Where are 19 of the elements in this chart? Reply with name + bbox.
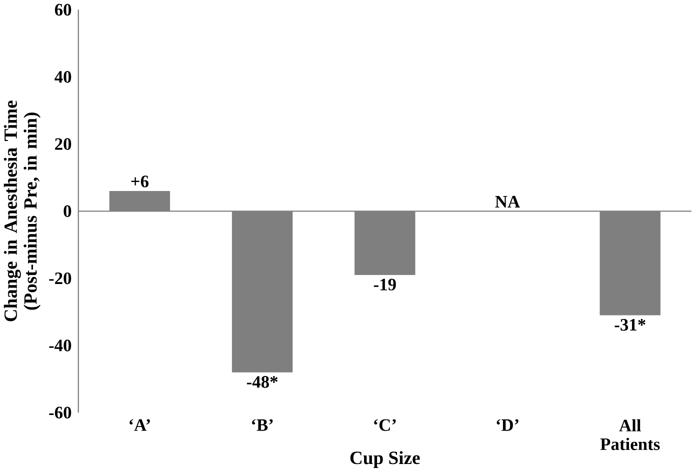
text: NA	[495, 196, 520, 208]
x-tick-label: ‘B’	[252, 419, 273, 431]
x-axis-title: Cup Size	[350, 451, 420, 468]
data-label: +6	[131, 176, 149, 188]
y-tick-label: -60	[49, 406, 72, 419]
y-axis-title: Change in Anesthesia Time (Post-minus Pre, in min)	[4, 100, 41, 322]
data-label: -31*	[614, 319, 646, 331]
y-tick-label: -40	[49, 340, 72, 352]
data-label: -19	[374, 278, 396, 290]
x-tick-label: ‘D’	[496, 419, 518, 431]
y-tick-label: 60	[54, 4, 72, 16]
data-label: -48*	[246, 376, 278, 388]
y-tick-label: 40	[54, 71, 72, 83]
x-tick-label: ‘A’	[130, 419, 150, 431]
y-tick-label: -20	[49, 272, 72, 284]
y-tick-label: 20	[55, 138, 72, 150]
y-tick-label: 0	[64, 205, 72, 218]
x-tick-label: ‘C’	[374, 419, 396, 432]
x-tick-label: All Patients	[600, 419, 660, 450]
